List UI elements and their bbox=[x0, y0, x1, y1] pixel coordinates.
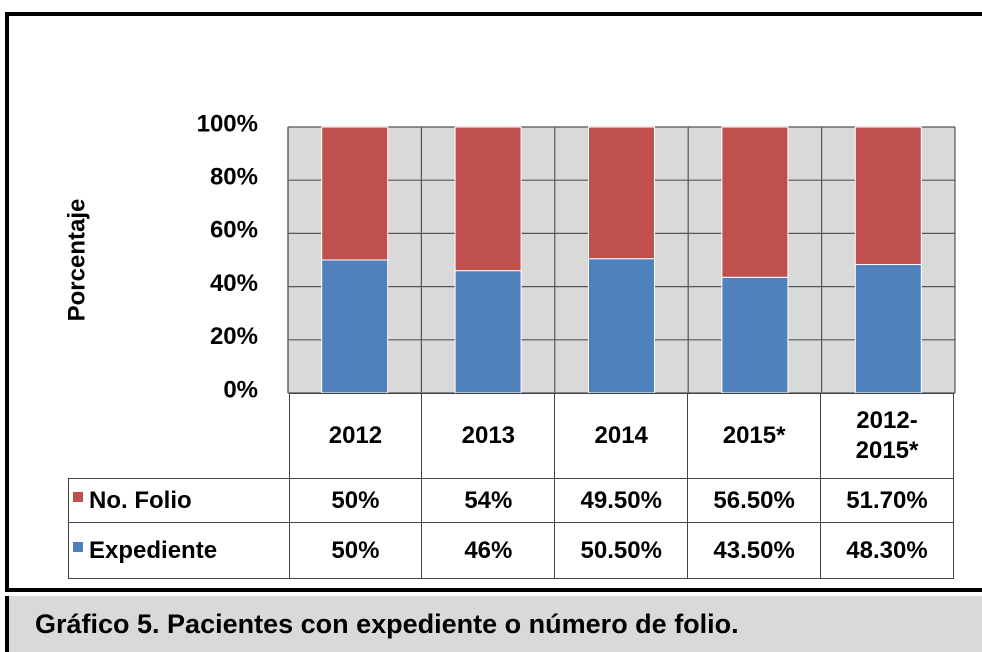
table-header-cell: 2014 bbox=[554, 393, 689, 479]
x-tick-label: 2012 bbox=[328, 422, 383, 449]
value-cell: 54% bbox=[421, 478, 556, 523]
table-header-cell: 2012-2015* bbox=[820, 393, 954, 479]
bar-segment bbox=[454, 126, 522, 272]
legend-label: No. Folio bbox=[89, 486, 192, 514]
value-cell: 50% bbox=[288, 522, 423, 579]
table-corner bbox=[68, 393, 290, 479]
value-cell: 46% bbox=[421, 522, 556, 579]
table-header-cell: 2012 bbox=[288, 393, 423, 479]
value-cell: 50% bbox=[288, 478, 423, 523]
y-tick-label: 100% bbox=[197, 110, 258, 137]
legend-swatch bbox=[73, 541, 83, 552]
legend-entry: Expediente bbox=[68, 522, 290, 579]
y-axis-label: Porcentaje bbox=[63, 199, 90, 322]
bar-segment bbox=[588, 126, 655, 260]
bar-segment bbox=[721, 276, 789, 394]
table-row: Expediente 50% 46% 50.50% 43.50% 48.30% bbox=[68, 522, 954, 579]
table-header-cell: 2013 bbox=[421, 393, 556, 479]
x-tick-label: 2014 bbox=[594, 422, 648, 449]
legend-label: Expediente bbox=[89, 536, 218, 564]
value-cell: 56.50% bbox=[687, 478, 822, 523]
data-table: 2012 2013 2014 2015* 2012-2015* No. Folio 50% 5… bbox=[68, 393, 954, 579]
bar-segment bbox=[721, 126, 789, 278]
value-cell: 43.50% bbox=[687, 522, 822, 579]
x-tick-label: 2012-2015* bbox=[855, 407, 919, 464]
legend-entry: No. Folio bbox=[68, 478, 290, 523]
x-tick-label: 2013 bbox=[461, 422, 516, 449]
value-cell: 51.70% bbox=[820, 478, 954, 523]
y-tick-label: 80% bbox=[210, 164, 258, 191]
caption: Gráfico 5. Pacientes con expediente o nú… bbox=[5, 596, 982, 652]
table-header-cell: 2015* bbox=[687, 393, 822, 479]
x-tick-label: 2015* bbox=[722, 422, 786, 449]
bar-segment bbox=[588, 258, 655, 394]
bar-segment bbox=[454, 270, 522, 394]
value-cell: 49.50% bbox=[554, 478, 689, 523]
bar-segment bbox=[854, 264, 922, 394]
y-tick-label: 60% bbox=[210, 217, 258, 244]
bar-segment bbox=[854, 126, 922, 266]
table-header-row: 2012 2013 2014 2015* 2012-2015* bbox=[68, 393, 954, 479]
legend-swatch bbox=[73, 491, 83, 502]
bar-segment bbox=[321, 259, 389, 394]
bar-segment bbox=[321, 126, 389, 261]
chart-frame bbox=[5, 12, 982, 592]
value-cell: 48.30% bbox=[820, 522, 954, 579]
y-tick-label: 20% bbox=[210, 323, 258, 350]
y-tick-label: 40% bbox=[210, 270, 258, 297]
table-row: No. Folio 50% 54% 49.50% 56.50% 51.70% bbox=[68, 478, 954, 523]
value-cell: 50.50% bbox=[554, 522, 689, 579]
